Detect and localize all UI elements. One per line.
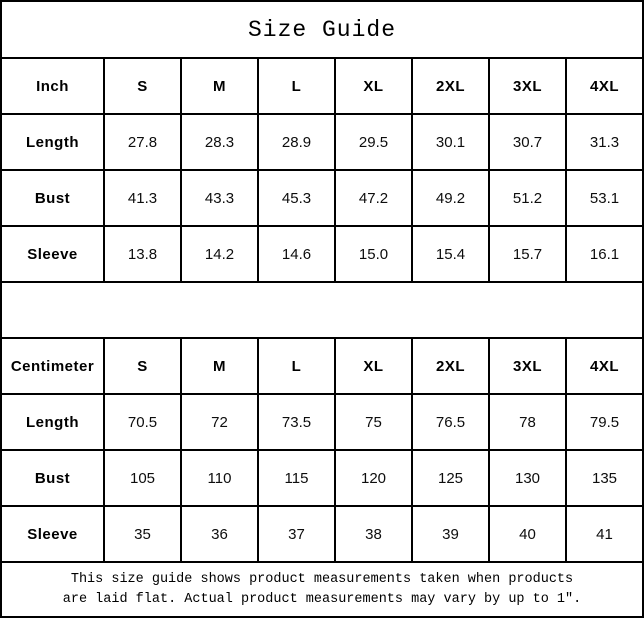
measurement-cell: 105 <box>105 451 182 505</box>
table-row: Bust 41.3 43.3 45.3 47.2 49.2 51.2 53.1 <box>2 171 642 227</box>
measurement-cell: 31.3 <box>589 133 620 151</box>
measurement-cell: 53.1 <box>589 189 620 207</box>
measurement-cell: 15.0 <box>336 227 413 281</box>
size-header-cell: M <box>182 339 259 393</box>
measurement-cell: 16.1 <box>589 245 620 263</box>
size-header-cell: L <box>259 339 336 393</box>
measurement-cell: 76.5 <box>413 395 490 449</box>
measurement-cell: 35 <box>105 507 182 561</box>
size-header-cell: L <box>259 59 336 113</box>
measurement-cell: 110 <box>182 451 259 505</box>
measurement-cell: 39 <box>413 507 490 561</box>
row-label-cell: Length <box>2 115 105 169</box>
measurement-cell: 72 <box>182 395 259 449</box>
size-header-cell: 2XL <box>413 339 490 393</box>
table-row: Length 70.5 72 73.5 75 76.5 78 79.5 <box>2 395 642 451</box>
row-label-cell: Length <box>2 395 105 449</box>
size-header-cell: XL <box>336 339 413 393</box>
measurement-cell: 40 <box>490 507 567 561</box>
disclaimer-line-2: are laid flat. Actual product measuremen… <box>62 591 582 607</box>
measurement-cell: 14.6 <box>259 227 336 281</box>
measurement-cell: 45.3 <box>259 171 336 225</box>
measurement-cell: 30.7 <box>490 115 567 169</box>
row-label-cell: Bust <box>2 451 105 505</box>
measurement-cell: 37 <box>259 507 336 561</box>
table-row: Bust 105 110 115 120 125 130 135 <box>2 451 642 507</box>
size-header-cell: S <box>105 59 182 113</box>
measurement-cell: 15.7 <box>490 227 567 281</box>
centimeter-table: Centimeter S M L XL 2XL 3XL 4XL Length 7… <box>2 339 642 563</box>
disclaimer-line-1: This size guide shows product measuremen… <box>70 571 574 587</box>
measurement-cell: 41.3 <box>105 171 182 225</box>
measurement-cell: 130 <box>490 451 567 505</box>
measurement-cell: 36 <box>182 507 259 561</box>
size-header-cell: 4XL <box>589 77 619 95</box>
measurement-cell: 125 <box>413 451 490 505</box>
measurement-cell: 29.5 <box>336 115 413 169</box>
measurement-cell: 79.5 <box>589 413 620 431</box>
unit-header-cell: Inch <box>2 59 105 113</box>
measurement-cell: 30.1 <box>413 115 490 169</box>
measurement-cell: 115 <box>259 451 336 505</box>
measurement-cell: 13.8 <box>105 227 182 281</box>
measurement-cell: 38 <box>336 507 413 561</box>
measurement-cell: 14.2 <box>182 227 259 281</box>
measurement-cell: 28.9 <box>259 115 336 169</box>
measurement-cell: 15.4 <box>413 227 490 281</box>
size-header-cell: 2XL <box>413 59 490 113</box>
table-row: Length 27.8 28.3 28.9 29.5 30.1 30.7 31.… <box>2 115 642 171</box>
centimeter-header-row: Centimeter S M L XL 2XL 3XL 4XL <box>2 339 642 395</box>
page-title: Size Guide <box>2 2 642 59</box>
measurement-cell: 28.3 <box>182 115 259 169</box>
size-header-cell: 3XL <box>490 59 567 113</box>
measurement-cell: 135 <box>591 469 618 487</box>
table-row: Sleeve 13.8 14.2 14.6 15.0 15.4 15.7 16.… <box>2 227 642 283</box>
measurement-cell: 47.2 <box>336 171 413 225</box>
unit-header-cell: Centimeter <box>2 339 105 393</box>
measurement-cell: 78 <box>490 395 567 449</box>
measurement-cell: 49.2 <box>413 171 490 225</box>
inch-table: Inch S M L XL 2XL 3XL 4XL Length 27.8 28… <box>2 59 642 283</box>
row-label-cell: Sleeve <box>2 507 105 561</box>
row-label-cell: Sleeve <box>2 227 105 281</box>
measurement-cell: 75 <box>336 395 413 449</box>
size-header-cell: 3XL <box>490 339 567 393</box>
size-header-cell: S <box>105 339 182 393</box>
measurement-disclaimer: This size guide shows product measuremen… <box>2 563 642 616</box>
row-label-cell: Bust <box>2 171 105 225</box>
table-row: Sleeve 35 36 37 38 39 40 41 <box>2 507 642 563</box>
size-header-cell: XL <box>336 59 413 113</box>
size-header-cell: 4XL <box>589 357 619 375</box>
measurement-cell: 43.3 <box>182 171 259 225</box>
measurement-cell: 73.5 <box>259 395 336 449</box>
table-gap-spacer <box>2 283 642 339</box>
size-header-cell: M <box>182 59 259 113</box>
measurement-cell: 41 <box>596 525 613 543</box>
measurement-cell: 70.5 <box>105 395 182 449</box>
measurement-cell: 51.2 <box>490 171 567 225</box>
inch-header-row: Inch S M L XL 2XL 3XL 4XL <box>2 59 642 115</box>
measurement-cell: 120 <box>336 451 413 505</box>
measurement-cell: 27.8 <box>105 115 182 169</box>
